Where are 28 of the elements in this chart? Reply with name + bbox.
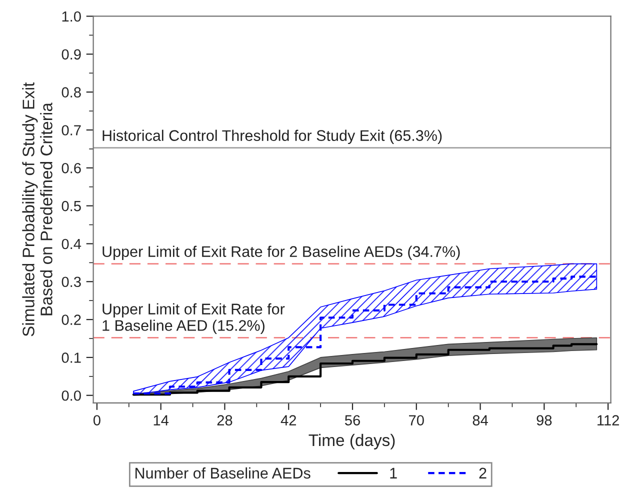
y-tick-label: 0.8 [62,87,81,98]
x-tick-label: 84 [472,415,488,426]
ref-line-label: Upper Limit of Exit Rate for 1 Baseline AED (15.2%) [102,303,285,334]
legend-label: 2 [479,468,486,478]
legend-label: 1 [390,468,397,478]
y-tick-label: 0.2 [62,314,81,325]
y-tick-label: 0.3 [62,276,81,288]
x-tick-label: 98 [536,415,552,426]
x-tick-label: 112 [598,415,619,426]
y-tick-label: 0.1 [62,352,81,363]
y-tick-label: 0.6 [62,162,81,174]
x-tick-label: 14 [154,415,169,426]
x-tick-label: 70 [409,415,424,426]
y-tick-label: 0.4 [62,238,82,250]
y-tick-label: 0.5 [62,200,81,212]
ref-line-label: Upper Limit of Exit Rate for 2 Baseline AEDs (34.7%) [102,246,460,260]
legend-title: Number of Baseline AEDs [136,467,310,479]
x-tick-label: 28 [217,415,232,426]
y-axis-title: Simulated Probability of Study Exit Based on Predefined Criteria [22,82,52,336]
y-tick-label: 0.9 [62,49,81,60]
y-tick-label: 0.0 [62,390,81,401]
x-tick-label: 0 [93,415,100,426]
x-tick-label: 56 [344,415,360,426]
ref-line-label: Historical Control Threshold for Study Exit (65.3%) [102,130,442,144]
x-tick-label: 42 [280,415,296,426]
x-axis-title: Time (days) [308,434,395,450]
y-tick-label: 1.0 [62,11,81,22]
y-tick-label: 0.7 [62,125,81,136]
